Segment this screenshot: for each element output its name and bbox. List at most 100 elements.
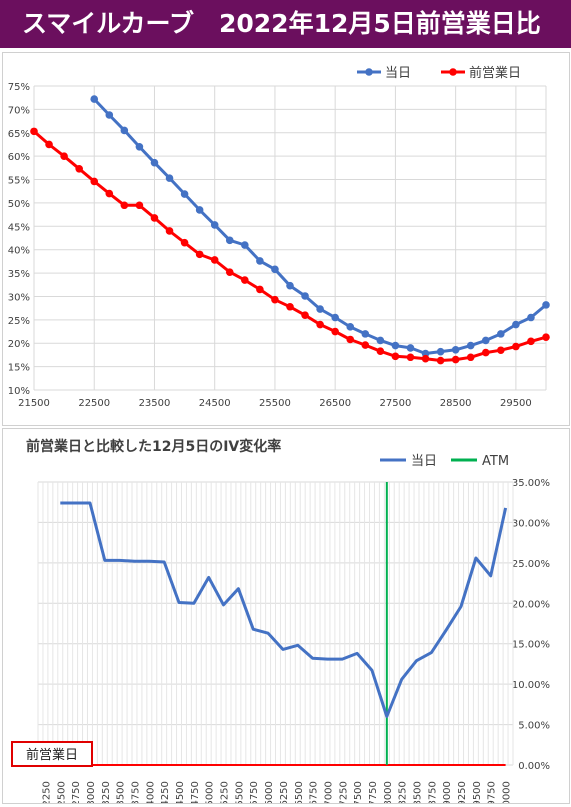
data-point (481, 336, 490, 345)
x-tick-label: 28500 (440, 398, 472, 409)
data-point (195, 206, 204, 214)
x-tick-label: 29500 (472, 781, 483, 803)
y-tick-label: 10% (8, 386, 30, 397)
x-tick-label: 24500 (175, 781, 186, 803)
data-point (436, 347, 445, 356)
data-point (497, 346, 505, 355)
x-tick-label: 27000 (323, 781, 334, 803)
y-tick-label: 35.00% (512, 478, 550, 489)
data-point (527, 313, 535, 322)
x-tick-label: 25500 (259, 398, 291, 409)
x-tick-label: 24250 (160, 781, 171, 803)
legend-marker (365, 68, 373, 76)
x-tick-label: 21500 (18, 398, 50, 409)
x-tick-label: 28750 (427, 781, 438, 803)
data-point (391, 341, 400, 350)
data-point (527, 337, 535, 346)
y-tick-label: 75% (8, 82, 30, 93)
x-tick-label: 29750 (487, 781, 498, 803)
data-point (271, 295, 279, 304)
y-tick-label: 40% (8, 246, 30, 257)
x-tick-label: 24000 (145, 781, 156, 803)
x-tick-label: 23000 (86, 781, 97, 803)
y-tick-label: 20.00% (512, 599, 550, 610)
x-tick-label: 29500 (500, 398, 532, 409)
data-point (331, 313, 339, 322)
legend-label: 当日 (411, 454, 437, 469)
data-point (376, 347, 385, 355)
data-point (165, 227, 174, 235)
data-point (60, 152, 68, 160)
x-tick-label: 27750 (368, 781, 379, 803)
y-tick-label: 25.00% (512, 559, 550, 570)
data-point (436, 356, 445, 365)
x-tick-label: 25750 (249, 781, 260, 803)
data-point (180, 238, 189, 247)
x-tick-label: 23500 (116, 781, 127, 803)
y-tick-label: 30% (8, 292, 30, 303)
data-point (466, 353, 475, 362)
data-point (256, 285, 264, 294)
data-point (165, 174, 174, 182)
x-tick-label: 29000 (442, 781, 453, 803)
data-point (225, 268, 234, 276)
x-tick-label: 22750 (71, 781, 82, 803)
data-point (241, 276, 249, 284)
y-tick-label: 20% (8, 339, 30, 350)
x-tick-label: 23500 (139, 398, 171, 409)
data-point (346, 323, 355, 331)
data-point (135, 201, 144, 210)
data-point (542, 333, 550, 341)
y-tick-label: 15% (8, 363, 30, 374)
data-point (286, 281, 294, 290)
x-tick-label: 28500 (413, 781, 424, 803)
data-point (316, 305, 324, 313)
y-tick-label: 70% (8, 105, 30, 116)
data-point (301, 311, 309, 319)
x-tick-label: 25000 (205, 781, 216, 803)
data-point (376, 336, 385, 345)
x-tick-label: 28000 (383, 781, 394, 803)
y-tick-label: 35% (8, 269, 30, 280)
data-point (331, 327, 339, 336)
y-tick-label: 25% (8, 316, 30, 327)
legend-label: 前営業日 (469, 65, 521, 81)
data-point (391, 352, 400, 361)
y-tick-label: 45% (8, 222, 30, 233)
iv-change-chart-panel: 前営業日と比較した12月5日のIV変化率 0.00% 5.00% 10.00% 15.0… (2, 428, 570, 807)
title-banner: スマイルカーブ 2022年12月5日前営業日比 (0, 0, 571, 48)
x-tick-label: 26500 (294, 781, 305, 803)
data-point (225, 236, 234, 245)
y-tick-label: 60% (8, 152, 30, 163)
x-tick-label: 26750 (309, 781, 320, 803)
data-point (406, 344, 415, 352)
data-point (210, 221, 219, 229)
data-point (195, 250, 204, 259)
legend-label: 当日 (385, 66, 411, 81)
data-point (75, 164, 83, 173)
data-point (30, 127, 38, 136)
series-line-prev-day (33, 130, 547, 362)
data-point (210, 256, 219, 264)
data-point (120, 126, 129, 135)
data-point (361, 330, 370, 338)
y-tick-label: 0.00% (518, 761, 550, 772)
data-point (497, 330, 505, 338)
legend-marker (449, 68, 457, 76)
data-point (451, 345, 460, 354)
x-tick-label: 22250 (41, 781, 52, 803)
x-tick-label: 29250 (457, 781, 468, 803)
data-point (120, 201, 129, 210)
y-tick-label: 10.00% (512, 680, 550, 691)
data-point (361, 341, 370, 349)
y-tick-label: 50% (8, 199, 30, 210)
smile-curve-chart: 10% 15% 20% 25% 30% 35% 40% 45% 50% 55% 60% 65% 70% 7… (8, 65, 550, 409)
data-point (45, 140, 53, 149)
x-tick-label: 22500 (56, 781, 67, 803)
data-point (90, 95, 99, 103)
data-point (150, 158, 159, 167)
data-point (451, 355, 460, 364)
y-tick-label: 55% (8, 176, 30, 187)
data-point (406, 353, 415, 362)
x-tick-label: 27500 (353, 781, 364, 803)
